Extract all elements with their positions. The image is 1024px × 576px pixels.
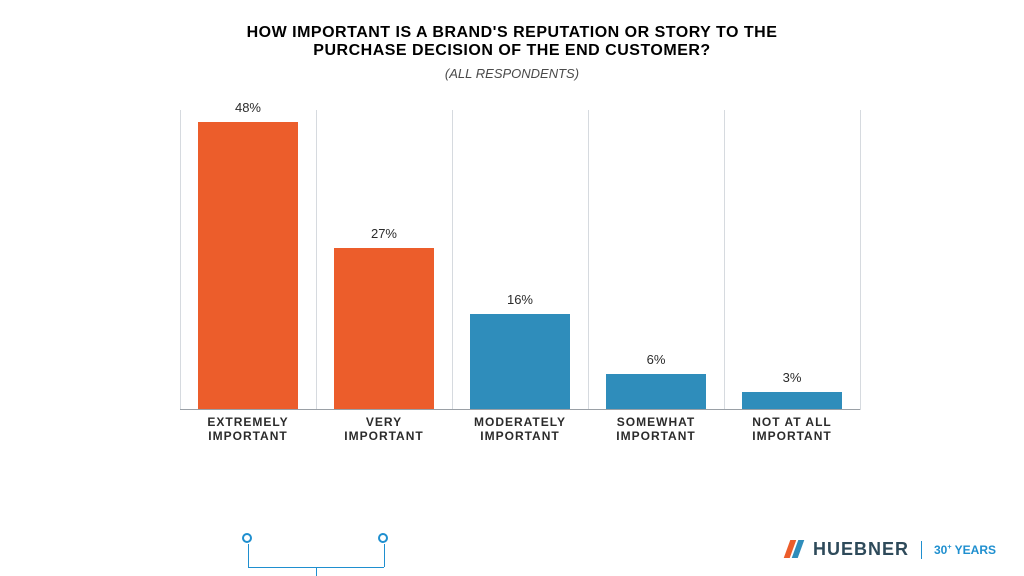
bar-value-label: 16% xyxy=(470,292,569,307)
category-line1: MODERATELY xyxy=(452,415,588,429)
bracket-line xyxy=(384,544,385,567)
chart-title-line2: PURCHASE DECISION OF THE END CUSTOMER? xyxy=(0,42,1024,60)
category-line1: NOT AT ALL xyxy=(724,415,860,429)
category-label: VERYIMPORTANT xyxy=(316,415,452,443)
bar-chart: 48% 27% 16% 6% 3% xyxy=(180,110,860,410)
logo-years: 30+ YEARS xyxy=(934,542,996,557)
category-line2: IMPORTANT xyxy=(452,429,588,443)
chart-title-line1: HOW IMPORTANT IS A BRAND'S REPUTATION OR… xyxy=(0,24,1024,42)
bar: 3% xyxy=(742,392,841,410)
brand-logo: HUEBNER 30+ YEARS xyxy=(785,539,996,560)
chart-gridline xyxy=(860,110,861,410)
bar: 48% xyxy=(198,122,297,410)
category-line1: EXTREMELY xyxy=(180,415,316,429)
category-line2: IMPORTANT xyxy=(180,429,316,443)
logo-brand-text: HUEBNER xyxy=(813,539,909,560)
bar-fill xyxy=(606,374,705,410)
bar: 27% xyxy=(334,248,433,410)
chart-baseline xyxy=(180,409,860,410)
bar-fill xyxy=(198,122,297,410)
bracket-line xyxy=(316,567,317,576)
category-label: NOT AT ALLIMPORTANT xyxy=(724,415,860,443)
bracket-circle-icon xyxy=(242,533,252,543)
bar-value-label: 6% xyxy=(606,352,705,367)
category-label: SOMEWHATIMPORTANT xyxy=(588,415,724,443)
category-label: EXTREMELYIMPORTANT xyxy=(180,415,316,443)
bar-value-label: 27% xyxy=(334,226,433,241)
bar: 6% xyxy=(606,374,705,410)
logo-mark-icon xyxy=(785,540,805,560)
category-line1: VERY xyxy=(316,415,452,429)
bar-value-label: 48% xyxy=(198,100,297,115)
category-line1: SOMEWHAT xyxy=(588,415,724,429)
bar-value-label: 3% xyxy=(742,370,841,385)
category-label: MODERATELYIMPORTANT xyxy=(452,415,588,443)
chart-subtitle: (ALL RESPONDENTS) xyxy=(0,66,1024,81)
category-line2: IMPORTANT xyxy=(724,429,860,443)
bracket-circle-icon xyxy=(378,533,388,543)
category-line2: IMPORTANT xyxy=(316,429,452,443)
bar-fill xyxy=(334,248,433,410)
bracket-line xyxy=(248,544,249,567)
bar-fill xyxy=(470,314,569,410)
bar-fill xyxy=(742,392,841,410)
bar: 16% xyxy=(470,314,569,410)
category-line2: IMPORTANT xyxy=(588,429,724,443)
logo-divider xyxy=(921,541,922,559)
